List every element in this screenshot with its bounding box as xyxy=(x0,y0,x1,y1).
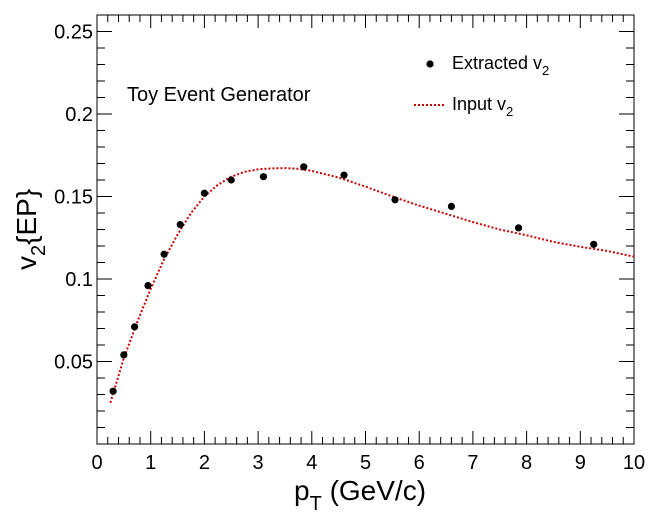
extracted-v2-point xyxy=(340,171,348,179)
extracted-v2-point xyxy=(391,196,399,204)
y-axis-title: v2{EP} xyxy=(11,189,50,270)
extracted-v2-point xyxy=(227,176,235,184)
legend-marker-extracted xyxy=(426,60,434,68)
extracted-v2-point xyxy=(144,282,152,290)
x-tick-label: 6 xyxy=(414,452,425,474)
x-axis-title-main: p xyxy=(294,475,310,506)
extracted-v2-point xyxy=(120,351,128,359)
extracted-v2-point xyxy=(200,189,208,197)
y-tick-labels: 0.05 0.1 0.15 0.2 0.25 xyxy=(54,22,93,374)
y-axis-title-sub: 2 xyxy=(28,245,50,256)
extracted-v2-point xyxy=(160,250,168,258)
x-axis-title: pT (GeV/c) xyxy=(294,475,426,515)
y-tick-label: 0.25 xyxy=(54,22,93,44)
x-tick-label: 10 xyxy=(623,452,645,474)
x-tick-labels: 0 1 2 3 4 5 6 7 8 9 10 xyxy=(91,452,645,474)
extracted-v2-point xyxy=(447,202,456,210)
legend-label-input-main: Input v xyxy=(452,94,506,114)
y-tick-label: 0.1 xyxy=(65,269,93,291)
legend-label-extracted-sub: 2 xyxy=(542,63,549,78)
x-tick-label: 1 xyxy=(145,452,156,474)
x-tick-label: 5 xyxy=(360,452,371,474)
x-tick-label: 4 xyxy=(306,452,317,474)
extracted-v2-point xyxy=(300,163,308,171)
extracted-v2-point xyxy=(176,220,184,229)
legend-label-input: Input v2 xyxy=(452,94,513,119)
input-v2-curve xyxy=(109,167,635,404)
series-layer xyxy=(109,163,635,404)
x-axis-title-sub: T xyxy=(310,493,322,515)
legend-label-extracted-main: Extracted v xyxy=(452,53,542,73)
legend-label-input-sub: 2 xyxy=(506,104,513,119)
y-axis-title-main: v xyxy=(11,256,42,270)
extracted-v2-point xyxy=(590,240,598,248)
chart-annotation: Toy Event Generator xyxy=(127,84,311,106)
y-tick-label: 0.05 xyxy=(54,352,93,374)
extracted-v2-point xyxy=(259,173,268,181)
extracted-v2-point xyxy=(514,224,523,232)
legend-label-extracted: Extracted v2 xyxy=(452,53,549,78)
extracted-v2-point xyxy=(109,387,117,395)
extracted-v2-point xyxy=(130,323,139,331)
y-tick-label: 0.2 xyxy=(65,104,93,126)
y-tick-label: 0.15 xyxy=(54,187,93,209)
x-tick-label: 7 xyxy=(467,452,478,474)
x-tick-label: 2 xyxy=(199,452,210,474)
legend: Extracted v2 Input v2 xyxy=(414,53,549,119)
x-tick-label: 9 xyxy=(575,452,586,474)
x-axis-title-rest: (GeV/c) xyxy=(322,475,426,506)
plot-frame xyxy=(96,14,635,445)
x-tick-label: 8 xyxy=(521,452,532,474)
y-axis-title-rest: {EP} xyxy=(11,189,42,245)
x-tick-label: 0 xyxy=(91,452,102,474)
axis-ticks xyxy=(96,14,635,444)
x-tick-label: 3 xyxy=(253,452,264,474)
